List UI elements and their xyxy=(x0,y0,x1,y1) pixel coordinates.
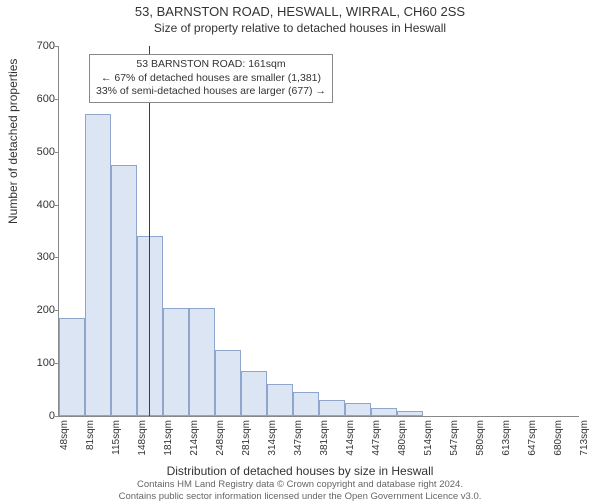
x-tick-label: 281sqm xyxy=(241,420,252,456)
x-tick-label: 713sqm xyxy=(579,420,590,456)
histogram-bar xyxy=(371,408,397,416)
x-tick-label: 347sqm xyxy=(293,420,304,456)
annotation-box: 53 BARNSTON ROAD: 161sqm ← 67% of detach… xyxy=(89,54,333,103)
y-tick-mark xyxy=(55,152,59,153)
plot-area: 010020030040050060070048sqm81sqm115sqm14… xyxy=(58,46,579,417)
y-axis-label: Number of detached properties xyxy=(6,59,20,224)
x-tick-label: 547sqm xyxy=(449,420,460,456)
footer-line1: Contains HM Land Registry data © Crown c… xyxy=(0,479,600,490)
annotation-line3: 33% of semi-detached houses are larger (… xyxy=(96,85,326,99)
x-tick-label: 514sqm xyxy=(423,420,434,456)
histogram-bar xyxy=(267,384,293,416)
histogram-bar xyxy=(293,392,319,416)
footer-line2: Contains public sector information licen… xyxy=(0,491,600,502)
x-tick-label: 414sqm xyxy=(345,420,356,456)
histogram-bar xyxy=(241,371,267,416)
x-tick-label: 181sqm xyxy=(163,420,174,456)
x-tick-label: 447sqm xyxy=(371,420,382,456)
annotation-line2: ← 67% of detached houses are smaller (1,… xyxy=(96,72,326,86)
histogram-bar xyxy=(85,114,111,416)
x-tick-label: 148sqm xyxy=(137,420,148,456)
chart-container: 53, BARNSTON ROAD, HESWALL, WIRRAL, CH60… xyxy=(0,4,600,504)
histogram-bar xyxy=(111,165,137,416)
y-tick-mark xyxy=(55,99,59,100)
x-tick-label: 647sqm xyxy=(527,420,538,456)
title-sub: Size of property relative to detached ho… xyxy=(0,21,600,35)
y-tick-mark xyxy=(55,205,59,206)
histogram-bar xyxy=(397,411,423,416)
histogram-bar xyxy=(137,236,163,416)
histogram-bar xyxy=(345,403,371,416)
histogram-bar xyxy=(319,400,345,416)
annotation-line1: 53 BARNSTON ROAD: 161sqm xyxy=(96,58,326,72)
x-tick-label: 248sqm xyxy=(215,420,226,456)
x-tick-label: 48sqm xyxy=(59,420,70,450)
x-tick-label: 580sqm xyxy=(475,420,486,456)
y-tick-mark xyxy=(55,310,59,311)
y-tick-mark xyxy=(55,257,59,258)
title-main: 53, BARNSTON ROAD, HESWALL, WIRRAL, CH60… xyxy=(0,4,600,19)
y-tick-mark xyxy=(55,46,59,47)
x-tick-label: 680sqm xyxy=(553,420,564,456)
x-axis-label: Distribution of detached houses by size … xyxy=(0,464,600,478)
histogram-bar xyxy=(189,308,215,416)
footer-attribution: Contains HM Land Registry data © Crown c… xyxy=(0,479,600,502)
histogram-bar xyxy=(59,318,85,416)
y-tick-mark xyxy=(55,416,59,417)
x-tick-label: 314sqm xyxy=(267,420,278,456)
x-tick-label: 115sqm xyxy=(111,420,122,455)
x-tick-label: 81sqm xyxy=(85,420,96,450)
histogram-bar xyxy=(163,308,189,416)
x-tick-label: 480sqm xyxy=(397,420,408,456)
x-tick-label: 613sqm xyxy=(501,420,512,456)
x-tick-label: 214sqm xyxy=(189,420,200,456)
x-tick-label: 381sqm xyxy=(319,420,330,456)
histogram-bar xyxy=(215,350,241,416)
